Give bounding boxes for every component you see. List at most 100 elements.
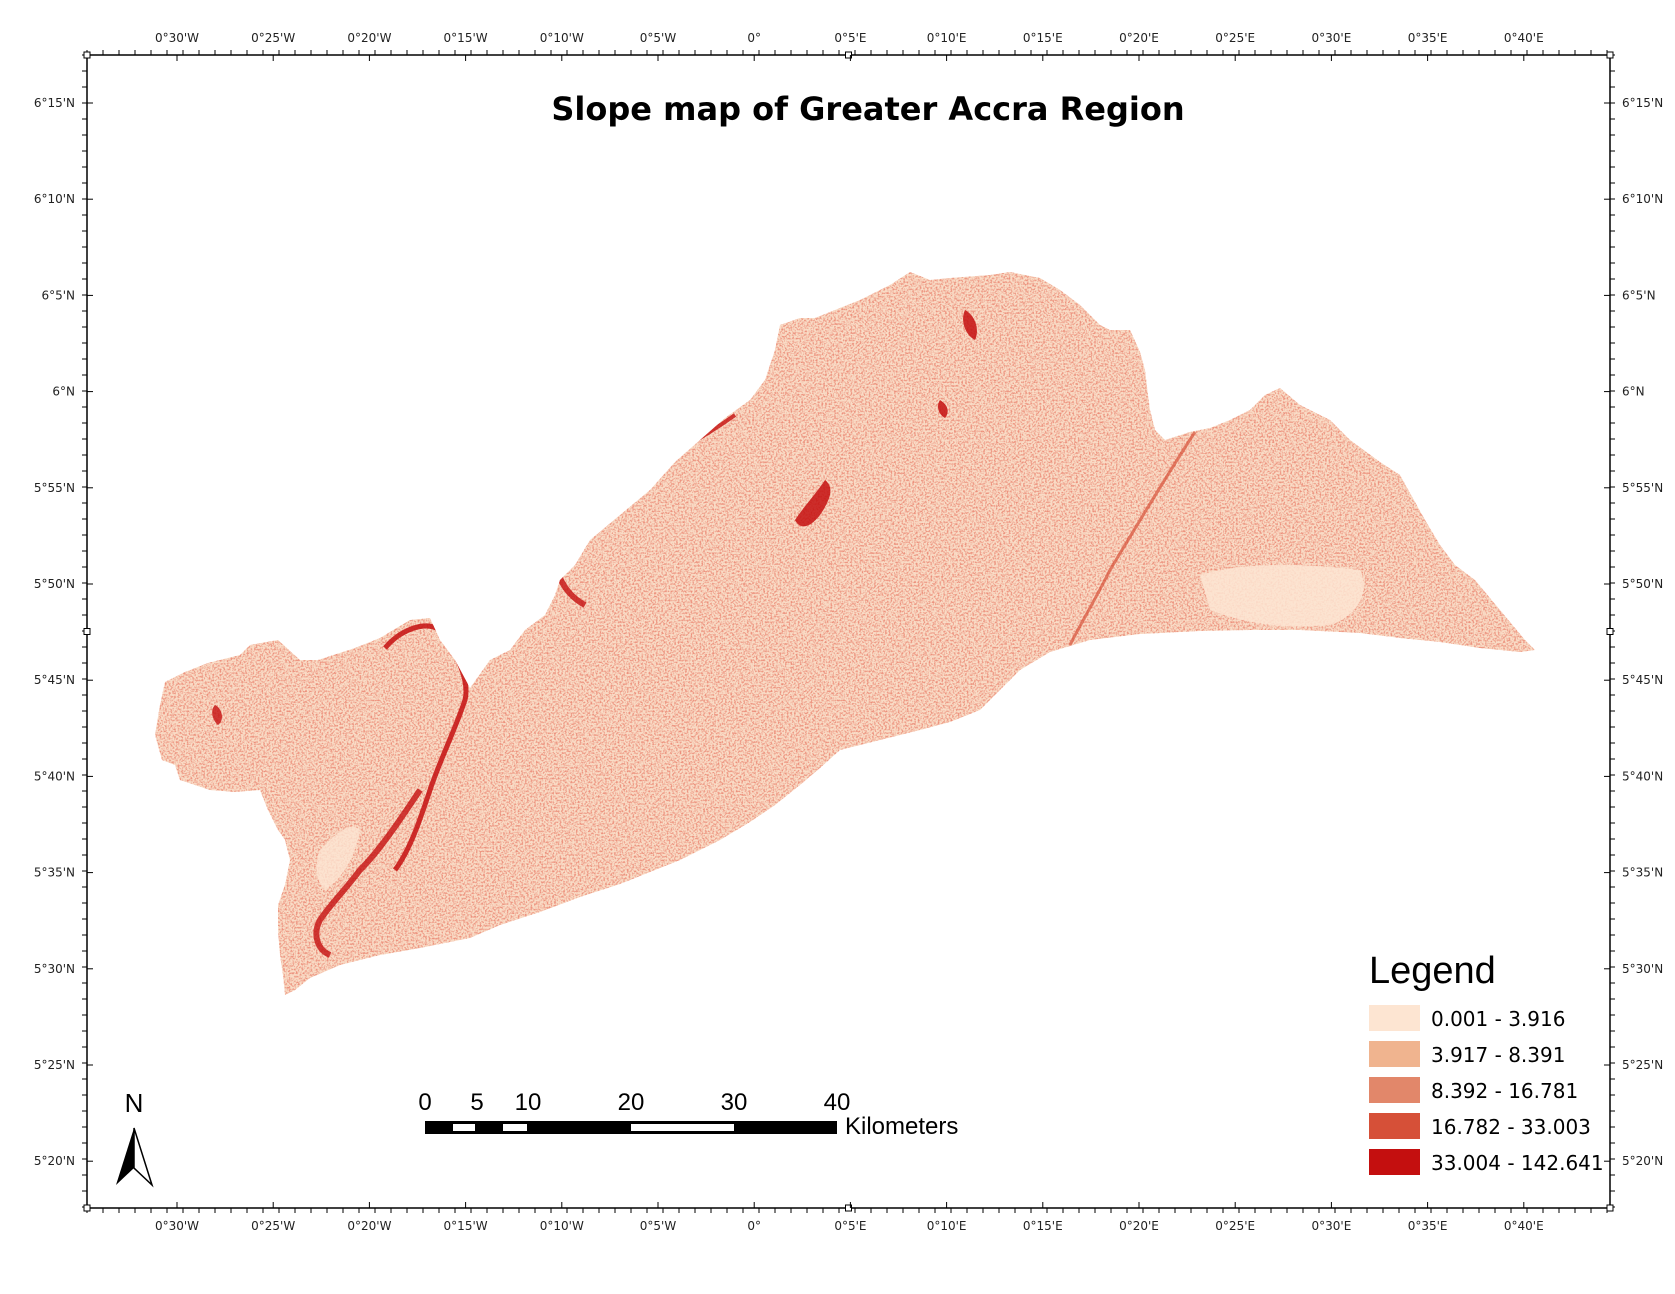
latitude-label: 5°40'N [34,769,75,783]
frame-handle [83,51,91,59]
longitude-label: 0°15'W [444,31,488,45]
scale-bar-label: 5 [470,1089,483,1116]
longitude-label: 0° [747,31,761,45]
legend-item-label: 3.917 - 8.391 [1431,1043,1565,1067]
scale-bar-segment [503,1124,527,1131]
latitude-label: 5°30'N [34,962,75,976]
longitude-label: 0°30'W [155,31,199,45]
longitude-label: 0°15'E [1023,1219,1063,1233]
latitude-label: 5°50'N [34,577,75,591]
scale-bar-label: 20 [618,1089,645,1116]
scale-bar: 0 5 10 20 30 40 Kilometers [418,1089,958,1140]
legend: Legend 0.001 - 3.916 3.917 - 8.391 8.392 -… [1369,950,1604,1175]
frame-handle [83,1204,91,1212]
steep-slope-ridge [937,400,948,418]
longitude-label: 0°40'E [1504,1219,1544,1233]
steep-slope-ridge [313,788,423,958]
frame-handle [845,51,852,59]
longitude-label: 0°10'E [927,1219,967,1233]
legend-title: Legend [1369,950,1496,992]
latitude-label: 5°35'N [1622,866,1663,880]
latitude-label: 5°45'N [1622,673,1663,687]
steep-slope-ridge [557,576,587,608]
latitude-label: 5°40'N [1622,769,1663,783]
steep-slope-ridge [1068,431,1197,646]
legend-swatch [1369,1041,1420,1067]
scale-bar-label: 0 [418,1089,431,1116]
longitude-label: 0°25'E [1215,31,1255,45]
longitude-label: 0°30'W [155,1219,199,1233]
latitude-label: 6°15'N [34,96,75,110]
longitude-label: 0°20'W [347,31,391,45]
north-arrow: N [116,1088,154,1188]
longitude-label: 0°35'E [1408,1219,1448,1233]
top-longitude-labels: 0°30'W 0°25'W 0°20'W 0°15'W 0°10'W 0°5'W 0° 0°5… [155,31,1544,45]
map-frame [82,50,1615,1213]
scale-bar-segment [453,1124,475,1131]
latitude-label: 6°10'N [34,192,75,206]
legend-item-label: 0.001 - 3.916 [1431,1007,1565,1031]
longitude-label: 0°10'W [540,31,584,45]
steep-slope-ridge [383,623,469,872]
scale-bar-label: 10 [515,1089,542,1116]
legend-item-label: 8.392 - 16.781 [1431,1079,1578,1103]
longitude-label: 0°20'E [1119,31,1159,45]
legend-swatch [1369,1113,1420,1139]
latitude-label: 6°N [1622,385,1645,399]
longitude-label: 0°35'E [1408,31,1448,45]
flat-lowland-patch [316,826,360,890]
frame-handle [845,1204,852,1212]
frame-handle [1606,628,1614,635]
longitude-label: 0°20'E [1119,1219,1159,1233]
north-arrow-label: N [125,1088,144,1118]
latitude-label: 6°5'N [41,288,75,302]
legend-swatch [1369,1005,1420,1031]
latitude-label: 5°35'N [34,866,75,880]
latitude-label: 6°5'N [1622,288,1656,302]
latitude-label: 6°10'N [1622,192,1663,206]
legend-swatch [1369,1077,1420,1103]
bottom-longitude-labels: 0°30'W 0°25'W 0°20'W 0°15'W 0°10'W 0°5'W 0° 0°5… [155,1219,1544,1233]
latitude-label: 5°20'N [1622,1154,1663,1168]
longitude-label: 0°10'E [927,31,967,45]
latitude-label: 5°55'N [34,481,75,495]
legend-swatch [1369,1149,1420,1175]
longitude-label: 0°30'E [1312,1219,1352,1233]
north-arrow-icon [116,1128,134,1185]
latitude-label: 5°25'N [1622,1058,1663,1072]
latitude-label: 5°45'N [34,673,75,687]
frame-handle [83,628,91,635]
longitude-label: 0°30'E [1312,31,1352,45]
flat-lowland-patch [1200,565,1364,627]
longitude-label: 0°25'W [251,1219,295,1233]
legend-item-label: 16.782 - 33.003 [1431,1115,1591,1139]
steep-slope-ridge [212,705,222,725]
latitude-label: 6°15'N [1622,96,1663,110]
longitude-label: 0°15'E [1023,31,1063,45]
latitude-label: 6°N [52,385,75,399]
longitude-label: 0° [747,1219,761,1233]
latitude-label: 5°30'N [1622,962,1663,976]
latitude-label: 5°50'N [1622,577,1663,591]
steep-slope-ridge [795,480,831,527]
latitude-label: 5°25'N [34,1058,75,1072]
legend-item-label: 33.004 - 142.641 [1431,1151,1604,1175]
longitude-label: 0°5'W [640,31,677,45]
longitude-label: 0°5'E [834,31,866,45]
longitude-label: 0°5'E [834,1219,866,1233]
steep-slope-ridge [963,310,977,340]
scale-bar-label: 30 [721,1089,748,1116]
latitude-label: 5°20'N [34,1154,75,1168]
longitude-label: 0°40'E [1504,31,1544,45]
frame-handle [1606,1204,1614,1212]
longitude-label: 0°25'E [1215,1219,1255,1233]
longitude-label: 0°25'W [251,31,295,45]
scale-bar-label: 40 [824,1089,851,1116]
scale-bar-unit: Kilometers [845,1113,958,1140]
greater-accra-region [155,272,1535,995]
longitude-label: 0°5'W [640,1219,677,1233]
latitude-label: 5°55'N [1622,481,1663,495]
frame-handle [1606,51,1614,59]
right-latitude-labels: 6°15'N 6°10'N 6°5'N 6°N 5°55'N 5°50'N 5°45'N 5°… [1622,96,1663,1168]
